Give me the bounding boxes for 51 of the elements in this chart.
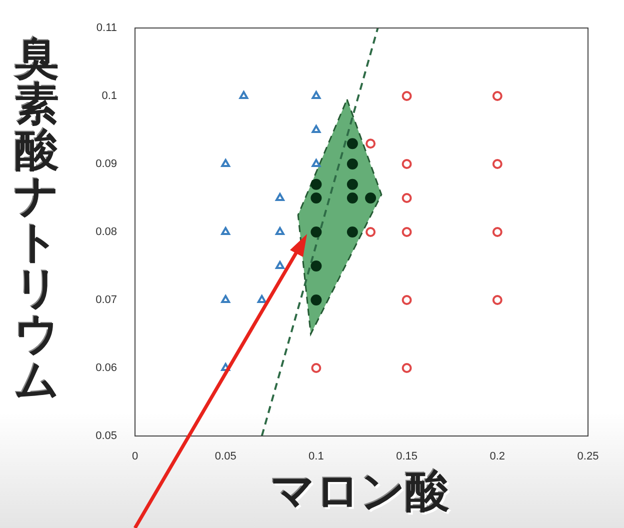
point <box>221 159 230 167</box>
point <box>312 159 321 167</box>
point <box>366 138 376 149</box>
point <box>402 295 412 305</box>
point <box>257 295 266 303</box>
point <box>275 227 284 235</box>
x-tick-label: 0.2 <box>490 450 506 463</box>
point <box>492 295 502 305</box>
point <box>346 138 358 150</box>
point <box>310 192 322 204</box>
y-axis-title: 臭素酸ナトリウム <box>13 34 60 405</box>
y-tick-label: 0.09 <box>96 158 117 170</box>
point <box>239 91 248 99</box>
point <box>346 158 358 170</box>
point <box>310 260 322 272</box>
point <box>312 125 321 133</box>
point <box>311 363 322 373</box>
point <box>402 363 412 373</box>
point <box>366 227 376 237</box>
point <box>310 226 322 238</box>
x-tick-label: 0.1 <box>308 450 324 463</box>
x-axis-title: マロン酸 <box>270 467 450 516</box>
point <box>365 192 376 204</box>
point <box>402 159 412 169</box>
x-tick-label: 0 <box>132 450 138 463</box>
point <box>492 159 502 169</box>
point <box>492 91 502 101</box>
point <box>221 227 230 235</box>
point <box>402 91 412 101</box>
x-tick-label: 0.05 <box>214 450 236 463</box>
x-tick-label: 0.25 <box>577 450 599 463</box>
y-tick-label: 0.11 <box>96 22 117 34</box>
y-tick-label: 0.06 <box>96 362 117 374</box>
point <box>221 363 230 371</box>
point <box>221 295 230 303</box>
y-tick-label: 0.07 <box>96 294 117 306</box>
point <box>346 178 358 190</box>
point <box>312 91 321 99</box>
point <box>310 178 322 190</box>
point <box>310 294 322 306</box>
point <box>275 193 284 201</box>
point <box>275 261 284 269</box>
point <box>402 193 412 203</box>
y-tick-label: 0.05 <box>96 430 117 442</box>
point <box>402 227 412 237</box>
x-tick-label: 0.15 <box>396 450 418 463</box>
y-tick-label: 0.08 <box>96 226 117 238</box>
point <box>346 226 358 238</box>
point <box>346 192 358 204</box>
point <box>492 227 502 237</box>
y-tick-label: 0.1 <box>102 90 117 102</box>
